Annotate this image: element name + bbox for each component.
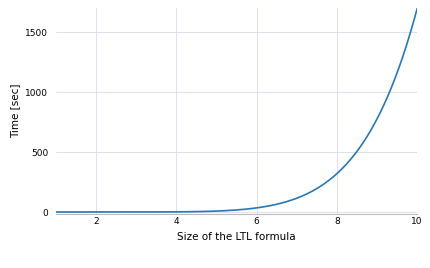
Y-axis label: Time [sec]: Time [sec]	[10, 84, 20, 139]
X-axis label: Size of the LTL formula: Size of the LTL formula	[177, 232, 296, 242]
